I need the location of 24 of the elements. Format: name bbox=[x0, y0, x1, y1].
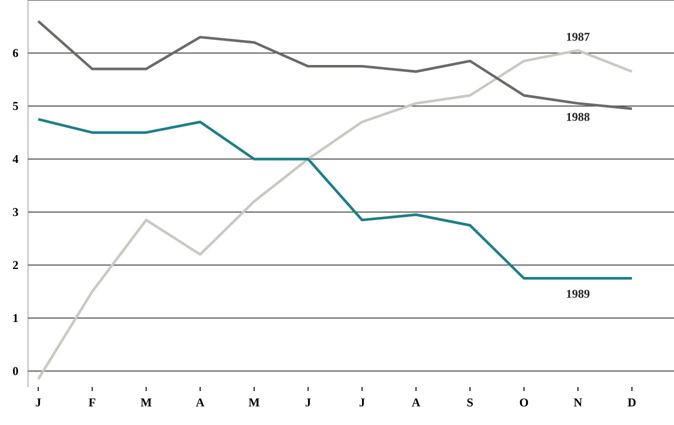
y-tick-label: 5 bbox=[13, 102, 18, 110]
y-tick-label: 2 bbox=[13, 261, 18, 270]
x-tick-label: D bbox=[628, 398, 636, 406]
x-tick-label: J bbox=[36, 398, 41, 406]
y-tick-label: 6 bbox=[12, 48, 18, 58]
x-tick-label: N bbox=[574, 398, 582, 406]
x-tick-label: M bbox=[140, 398, 152, 406]
x-tick-label: F bbox=[88, 398, 96, 406]
x-tick-label: S bbox=[467, 398, 473, 407]
y-tick-label: 3 bbox=[12, 208, 18, 216]
x-tick-label: M bbox=[248, 398, 260, 406]
y-tick-label: 0 bbox=[12, 367, 18, 376]
series-label: 1989 bbox=[566, 290, 590, 298]
x-tick-label: O bbox=[520, 398, 528, 407]
x-tick-label: J bbox=[360, 398, 365, 406]
x-tick-label: A bbox=[412, 398, 420, 406]
x-tick-label: A bbox=[196, 398, 204, 406]
line-series bbox=[36, 49, 634, 380]
series-label: 1988 bbox=[566, 112, 590, 121]
y-tick-label: 1 bbox=[13, 314, 18, 322]
x-tick-label: J bbox=[306, 398, 311, 406]
series-label: 1987 bbox=[566, 32, 590, 41]
line-series bbox=[36, 20, 634, 110]
y-tick-label: 4 bbox=[12, 155, 18, 163]
